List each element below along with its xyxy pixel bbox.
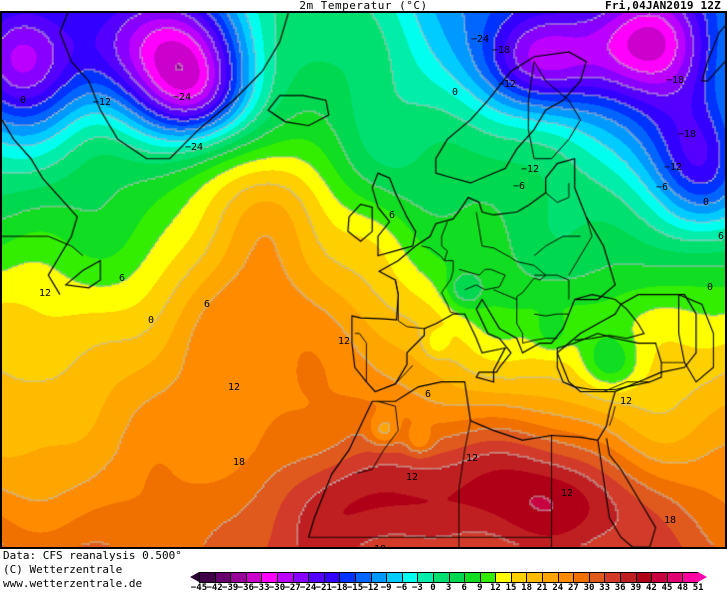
legend-tick-label: −42 — [206, 583, 223, 593]
legend-tick-label: 15 — [505, 583, 517, 593]
legend-swatch — [339, 572, 355, 583]
legend-swatch — [245, 572, 262, 583]
legend-swatch — [432, 572, 449, 583]
legend-tick-label: 9 — [477, 583, 483, 593]
legend-tick-label: −9 — [380, 583, 392, 593]
legend-swatch — [479, 572, 496, 583]
color-scale-swatches — [190, 572, 707, 583]
legend-tick-label: −33 — [253, 583, 270, 593]
legend-swatch — [214, 572, 231, 583]
legend-swatch — [448, 572, 465, 583]
legend-tick-label: 36 — [614, 583, 626, 593]
legend-swatch — [620, 572, 636, 583]
legend-tick-label: −36 — [237, 583, 254, 593]
temperature-map[interactable]: 0 −12 −24 −24 −24 −18 −12 −18 −18 −12 −12 −6 −6 0 0 6 0 6… — [0, 11, 727, 549]
legend-tick-label: 0 — [430, 583, 436, 593]
legend-tick-label: 6 — [461, 583, 467, 593]
legend-tick-label: −21 — [315, 583, 332, 593]
legend-swatch — [495, 572, 511, 583]
legend-swatch — [199, 572, 215, 583]
legend-swatch — [370, 572, 387, 583]
legend-tick-label: −27 — [284, 583, 301, 593]
legend-tick-label: 39 — [630, 583, 642, 593]
legend-swatch — [573, 572, 589, 583]
chart-header: 2m Temperatur (°C) Fri,04JAN2019 12Z — [0, 0, 727, 12]
legend-tick-label: −24 — [300, 583, 317, 593]
legend-swatch — [588, 572, 605, 583]
legend-tick-label: 45 — [661, 583, 673, 593]
legend-tick-label: 33 — [599, 583, 611, 593]
legend-tick-label: −6 — [396, 583, 408, 593]
legend-tick-label: −15 — [346, 583, 364, 593]
copyright-line: (C) Wetterzentrale — [3, 563, 123, 576]
legend-swatch — [464, 572, 480, 583]
legend-swatch — [635, 572, 652, 583]
legend-tick-label: 51 — [692, 583, 704, 593]
legend-swatch — [323, 572, 340, 583]
legend-tick-label: −18 — [331, 583, 348, 593]
legend-swatch — [510, 572, 527, 583]
legend-swatch — [682, 572, 698, 583]
legend-swatch — [666, 572, 683, 583]
legend-swatch — [542, 572, 558, 583]
legend-tick-label: −30 — [268, 583, 286, 593]
legend-tick-label: −39 — [222, 583, 239, 593]
legend-under-arrow — [190, 572, 199, 582]
legend-tick-label: 48 — [677, 583, 689, 593]
legend-swatch — [557, 572, 574, 583]
legend-tick-label: 3 — [445, 583, 452, 593]
legend-swatch — [261, 572, 277, 583]
legend-tick-label: 42 — [645, 583, 657, 593]
chart-footer: Data: CFS reanalysis 0.500° (C) Wetterze… — [0, 549, 727, 593]
legend-tick-label: −45 — [190, 583, 208, 593]
website-line[interactable]: www.wetterzentrale.de — [3, 577, 143, 590]
legend-tick-label: 24 — [552, 583, 564, 593]
legend-swatch — [604, 572, 621, 583]
legend-swatch — [354, 572, 371, 583]
legend-swatch — [276, 572, 293, 583]
data-source-line: Data: CFS reanalysis 0.500° — [3, 549, 182, 562]
legend-swatch — [526, 572, 543, 583]
legend-tick-label: 30 — [583, 583, 595, 593]
color-scale-legend: −45 −42 −39 −36 −33 −30 −27 −24 −21 −18 −15 −12 −9 −6… — [190, 571, 727, 593]
legend-swatch — [230, 572, 246, 583]
legend-over-arrow — [698, 572, 707, 582]
legend-swatch — [651, 572, 667, 583]
legend-tick-label: 21 — [536, 583, 548, 593]
legend-tick-label: 27 — [567, 583, 579, 593]
page-title: 2m Temperatur (°C) — [299, 0, 428, 12]
legend-swatch — [308, 572, 324, 583]
legend-tick-label: 18 — [521, 583, 533, 593]
temperature-field-canvas — [2, 13, 725, 547]
legend-swatch — [386, 572, 402, 583]
model-run-timestamp: Fri,04JAN2019 12Z — [605, 0, 721, 12]
legend-tick-label: −3 — [411, 583, 423, 593]
legend-tick-label: 12 — [489, 583, 501, 593]
legend-swatch — [401, 572, 418, 583]
legend-swatch — [417, 572, 433, 583]
legend-swatch — [292, 572, 309, 583]
legend-tick-label: −12 — [362, 583, 379, 593]
